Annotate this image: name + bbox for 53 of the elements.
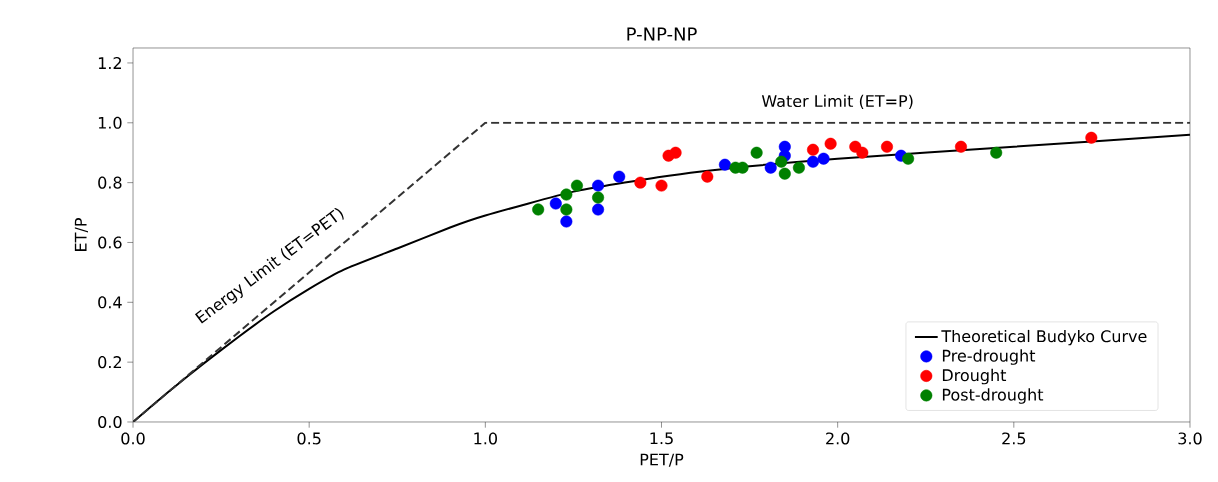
point	[701, 170, 714, 183]
point	[856, 146, 869, 159]
point	[560, 188, 573, 201]
point	[592, 179, 605, 192]
x-axis-title: PET/P	[640, 453, 684, 467]
point	[570, 179, 583, 192]
point	[549, 197, 562, 210]
point	[792, 161, 805, 174]
point	[778, 140, 791, 153]
point	[954, 140, 967, 153]
y-tick-label: 0.6	[98, 236, 122, 249]
point	[775, 155, 788, 168]
point	[718, 158, 731, 171]
y-tick-label: 0.2	[98, 356, 122, 369]
x-tick-label: 3.0	[1178, 432, 1202, 445]
y-tick-label: 0.0	[98, 415, 122, 429]
point	[655, 179, 668, 192]
x-tick-label: 1.0	[474, 432, 497, 445]
x-tick-label: 1.5	[650, 432, 673, 445]
y-axis-title: ET/P	[74, 218, 89, 251]
y-tick-label: 0.4	[98, 296, 122, 309]
legend-label: Pre-drought	[942, 349, 1036, 365]
point	[817, 152, 830, 165]
point	[532, 203, 545, 216]
point	[592, 203, 605, 216]
x-tick-label: 2.5	[1002, 432, 1026, 445]
y-tick-label: 0.8	[98, 176, 122, 189]
point	[764, 161, 777, 174]
point	[560, 203, 573, 216]
point	[807, 143, 819, 156]
y-tick-label: 1.0	[98, 116, 122, 129]
point	[824, 137, 837, 150]
y-tick-label: 1.2	[98, 57, 122, 69]
point	[880, 140, 893, 153]
point	[669, 146, 682, 159]
legend-label: Drought	[942, 368, 1007, 385]
legend-label: Theoretical Budyko Curve	[941, 329, 1147, 346]
point	[990, 146, 1003, 159]
point	[592, 191, 605, 204]
chart-title: P-NP-NP	[627, 27, 697, 41]
x-tick-label: 2.0	[826, 432, 850, 445]
annotation: Water Limit (ET=P)	[761, 94, 913, 109]
x-tick-label: 0.5	[297, 432, 321, 445]
point	[613, 170, 626, 183]
point	[807, 155, 819, 168]
point	[1085, 131, 1098, 144]
x-tick-label: 0.0	[121, 432, 145, 445]
point	[902, 152, 915, 165]
point	[778, 167, 791, 180]
point	[560, 215, 573, 228]
legend-label: Post-drought	[942, 388, 1044, 404]
point	[634, 176, 647, 189]
point	[750, 146, 763, 159]
